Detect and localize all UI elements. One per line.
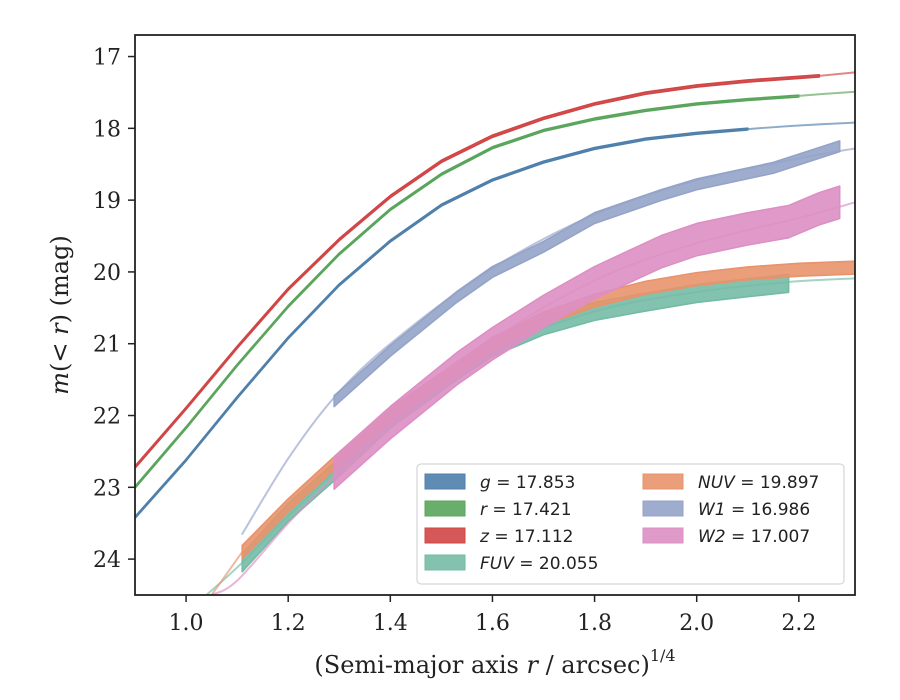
legend-label-5: NUV = 19.897 (698, 473, 819, 493)
x-tick-label-2.2: 2.2 (781, 611, 816, 636)
legend-swatch-1 (424, 473, 466, 490)
x-axis-label: (Semi-major axis r / arcsec)1/4 (314, 646, 675, 679)
series-1-band (135, 127, 749, 520)
series-2-band (135, 94, 800, 490)
legend-label-7: W2 = 17.007 (698, 527, 810, 547)
series-3-band (135, 74, 821, 470)
x-tick-label-1.6: 1.6 (475, 611, 510, 636)
legend-swatch-7 (642, 527, 684, 544)
x-tick-label-2.0: 2.0 (679, 611, 714, 636)
y-tick-label-18: 18 (93, 117, 121, 142)
y-axis-label: m(< r) (mag) (46, 235, 74, 395)
legend-label-4: FUV = 20.055 (480, 554, 598, 574)
series-3-model-line (818, 71, 855, 77)
x-tick-label-1.2: 1.2 (271, 611, 306, 636)
x-tick-label-1.4: 1.4 (373, 611, 408, 636)
series-1-model-line (746, 121, 855, 131)
y-tick-label-22: 22 (93, 405, 121, 430)
legend-label-6: W1 = 16.986 (698, 500, 810, 520)
y-tick-label-19: 19 (93, 189, 121, 214)
series-6-band (333, 140, 841, 408)
series-7-band (333, 185, 841, 490)
legend-swatch-2 (424, 500, 466, 517)
legend-label-1: g = 17.853 (480, 473, 575, 493)
x-tick-label-1.8: 1.8 (577, 611, 612, 636)
y-tick-label-24: 24 (93, 548, 121, 573)
y-tick-label-23: 23 (93, 476, 121, 501)
plot-frame (134, 34, 856, 596)
axes: 1.0 1.2 1.4 1.6 1.8 2.0 2.2 17 18 19 20 21 22 23 24 (93, 34, 856, 636)
legend-swatch-5 (642, 473, 684, 490)
legend-swatch-3 (424, 527, 466, 544)
series-5-model-line (210, 550, 244, 595)
y-tick-label-17: 17 (93, 46, 121, 71)
legend-label-3: z = 17.112 (479, 527, 573, 547)
legend-swatch-6 (642, 500, 684, 517)
legend: g = 17.853 r = 17.421 z = 17.112 FUV = 20.0… (416, 463, 845, 585)
plot-area (135, 71, 855, 595)
legend-swatch-4 (424, 554, 466, 571)
legend-box (416, 463, 845, 585)
legend-label-2: r = 17.421 (480, 500, 572, 520)
y-tick-label-20: 20 (93, 261, 121, 286)
y-tick-label-21: 21 (93, 333, 121, 358)
x-tick-label-1.0: 1.0 (169, 611, 204, 636)
